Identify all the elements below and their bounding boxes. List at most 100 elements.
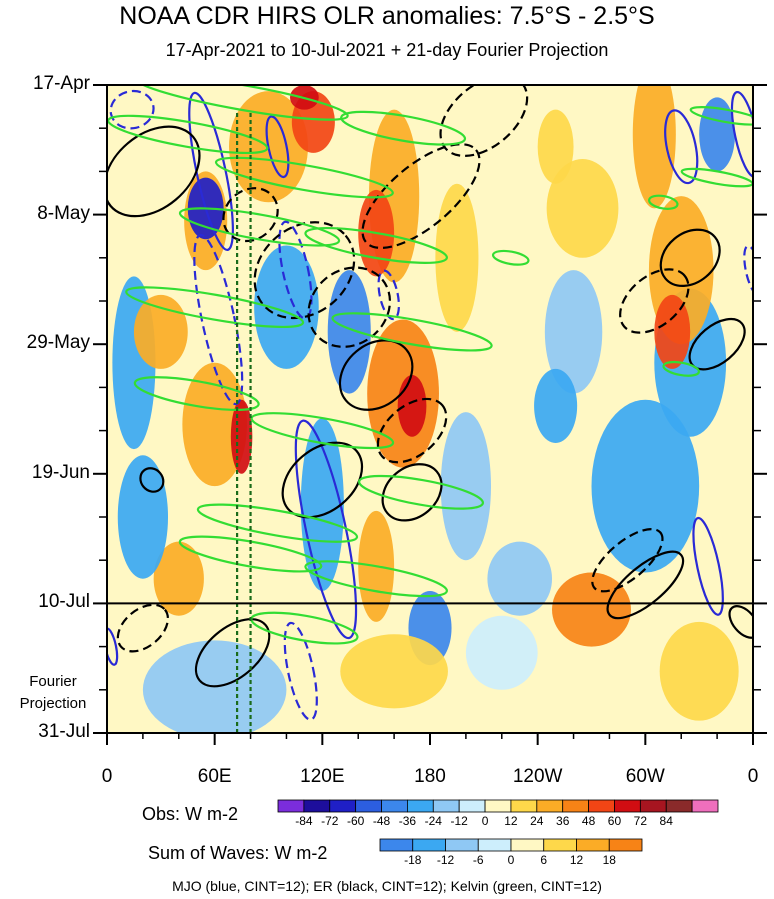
waves-colorbar-swatch-1: [412, 838, 446, 852]
waves-colorbar-tick-label: 12: [569, 853, 584, 867]
er-contour-7: [381, 463, 443, 522]
er-contour-1: [361, 143, 481, 250]
obs-colorbar-tick-label: 24: [530, 814, 544, 828]
er-contour-9: [116, 603, 169, 653]
mjo-contour-5: [283, 621, 318, 721]
waves-colorbar-swatch-7: [608, 838, 643, 852]
obs-colorbar-swatch-3: [355, 799, 382, 813]
mjo-contour-12: [265, 115, 290, 179]
waves-colorbar-tick-label: -6: [472, 853, 484, 867]
kelvin-contour-4: [178, 207, 341, 247]
obs-colorbar-swatch-5: [407, 799, 434, 813]
x-tick-label: 120E: [300, 766, 345, 787]
er-contour-16: [222, 187, 279, 243]
er-contour-15: [606, 550, 685, 620]
anomaly-patch-20: [544, 270, 603, 394]
obs-colorbar-tick-label: 0: [481, 814, 489, 828]
obs-colorbar-tick-label: 60: [607, 814, 622, 828]
obs-colorbar-swatch-13: [614, 799, 641, 813]
obs-colorbar-tick-label: -48: [372, 814, 391, 828]
anomaly-patch-35: [340, 634, 448, 709]
anomaly-patch-31: [537, 109, 574, 184]
y-tick-label: 10-Jul: [38, 591, 90, 613]
obs-colorbar-tick-label: -24: [424, 814, 442, 828]
obs-colorbar-tick-label: 12: [504, 814, 518, 828]
waves-colorbar-tick-label: -18: [404, 853, 422, 867]
obs-colorbar-tick-label: -72: [321, 814, 339, 828]
y-tick-label: 29-May: [26, 332, 90, 354]
er-contour-10: [107, 125, 201, 218]
obs-colorbar-tick-label: 72: [633, 814, 648, 828]
er-contour-17: [139, 467, 165, 493]
obs-colorbar-tick-label: -12: [450, 814, 468, 828]
mjo-contour-1: [109, 89, 155, 130]
waves-colorbar-tick-label: 0: [507, 853, 515, 867]
obs-colorbar-tick-label: 84: [659, 814, 673, 828]
er-contour-12: [659, 228, 721, 287]
x-tick-label: 0: [747, 766, 759, 787]
obs-colorbar-swatch-8: [484, 799, 512, 813]
anomaly-patch-10: [182, 362, 247, 487]
anomaly-patch-8: [327, 270, 371, 394]
kelvin-contour-8: [133, 376, 260, 412]
anomaly-patch-28: [546, 159, 619, 258]
y-tick-label: 31-Jul: [38, 721, 90, 742]
obs-colorbar-label: Obs: W m-2: [142, 804, 239, 824]
waves-colorbar-swatch-5: [543, 838, 577, 852]
x-tick-label: 60W: [625, 766, 665, 787]
fourier-projection-label: Fourier Projection: [8, 671, 98, 715]
er-contour-14: [591, 527, 664, 593]
mjo-contour-2: [193, 233, 244, 406]
chart-subtitle: 17-Apr-2021 to 10-Jul-2021 + 21-day Four…: [165, 40, 609, 60]
anomaly-patch-27: [699, 97, 736, 172]
er-contour-2: [338, 339, 414, 411]
anomaly-patch-32: [659, 621, 739, 721]
mjo-contour-9: [692, 516, 724, 616]
obs-colorbar-tick-label: -84: [295, 814, 313, 828]
kelvin-contour-6: [125, 286, 305, 329]
mjo-contour-10: [107, 627, 119, 666]
mjo-contour-6: [664, 109, 699, 185]
waves-colorbar-tick-label: 6: [540, 853, 548, 867]
kelvin-contour-12: [178, 535, 323, 573]
anomaly-patch-11: [300, 418, 344, 592]
obs-colorbar-swatch-2: [329, 799, 357, 813]
obs-colorbar-swatch-6: [432, 799, 460, 813]
obs-colorbar-swatch-12: [588, 799, 615, 813]
anomaly-patch-26: [632, 85, 676, 209]
er-contour-6: [281, 441, 364, 519]
fourier-label-line2: Projection: [19, 695, 87, 712]
kelvin-contour-19: [491, 249, 530, 266]
kelvin-contour-7: [331, 312, 493, 352]
anomaly-patch-33: [465, 615, 538, 690]
y-tick-label: 19-Jun: [31, 461, 90, 483]
anomaly-patch-18: [440, 412, 492, 561]
obs-colorbar-swatch-9: [510, 799, 538, 813]
obs-colorbar-swatch-10: [536, 799, 564, 813]
anomaly-patch-29: [552, 572, 631, 647]
obs-colorbar-swatch-16: [691, 799, 719, 813]
waves-colorbar-label: Sum of Waves: W m-2: [148, 843, 328, 863]
waves-colorbar-swatch-4: [510, 838, 545, 852]
anomaly-patch-30: [487, 541, 553, 616]
anomaly-patch-21: [534, 368, 578, 443]
kelvin-contour-1: [107, 114, 269, 155]
x-tick-label: 180: [414, 766, 446, 787]
anomaly-patch-25: [654, 294, 691, 369]
mjo-contour-7: [730, 90, 753, 178]
anomaly-patch-16: [133, 294, 188, 369]
kelvin-contour-3: [214, 156, 394, 199]
obs-colorbar-tick-label: 36: [556, 814, 570, 828]
er-contour-8: [194, 618, 271, 688]
er-contour-5: [376, 397, 448, 464]
contour-legend-caption: MJO (blue, CINT=12); ER (black, CINT=12)…: [172, 878, 602, 894]
obs-colorbar-tick-label: 48: [581, 814, 596, 828]
kelvin-contour-9: [250, 412, 395, 450]
fourier-label-line1: Fourier: [29, 673, 77, 690]
kelvin-contour-5: [304, 226, 448, 264]
mjo-contour-4: [278, 220, 313, 320]
anomaly-patch-15: [117, 455, 169, 579]
anomaly-patch-17: [435, 183, 479, 332]
kelvin-contour-13: [304, 560, 448, 598]
